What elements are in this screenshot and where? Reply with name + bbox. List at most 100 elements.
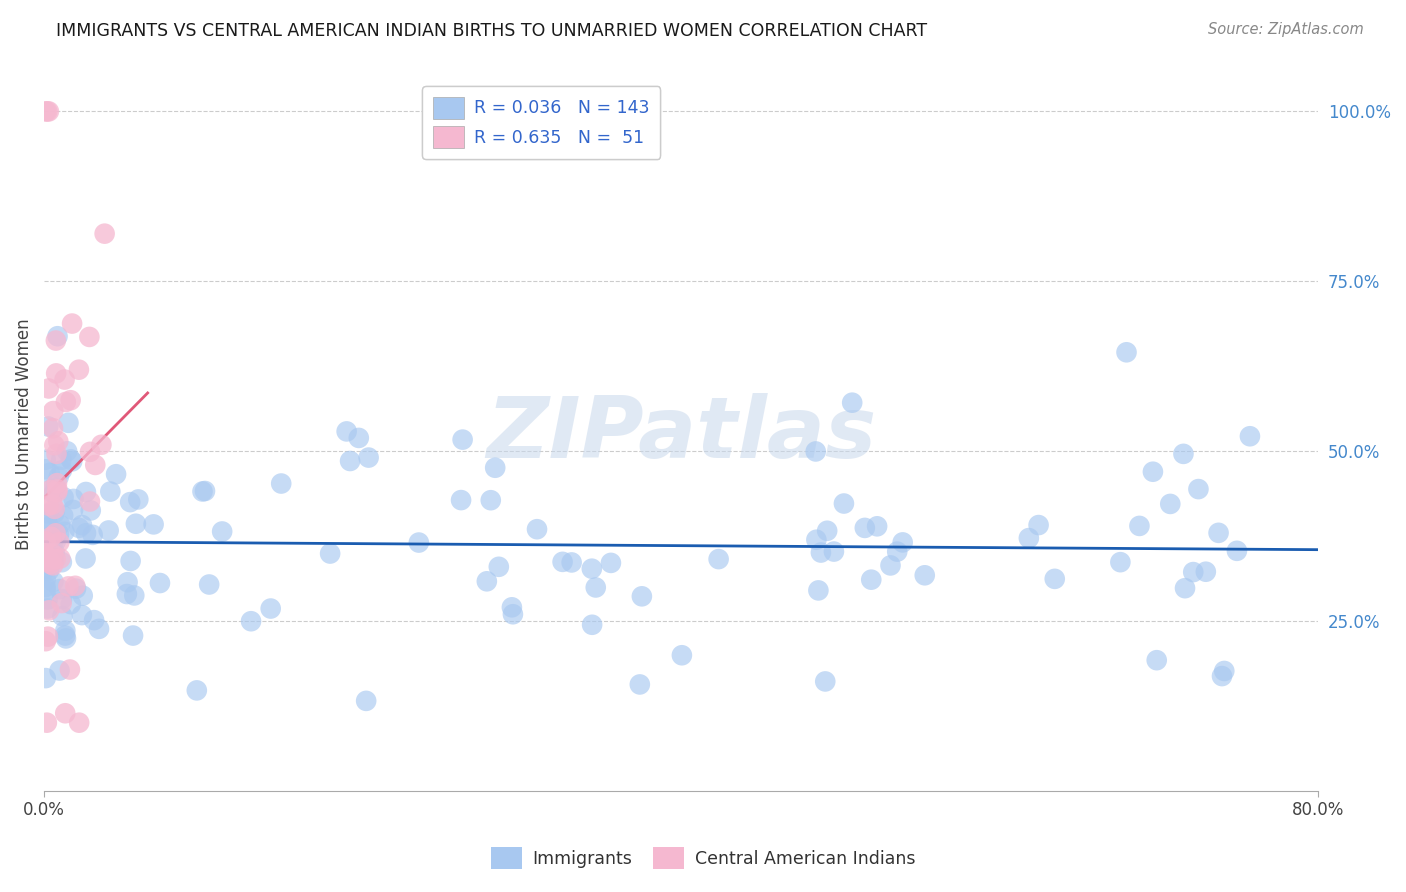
Point	[115, 587, 138, 601]
Point	[35, 104, 58, 119]
Point	[37, 104, 59, 119]
Point	[48, 664, 70, 678]
Point	[42, 547, 65, 561]
Point	[48, 469, 70, 483]
Point	[1173, 447, 1195, 461]
Y-axis label: Births to Unmarried Women: Births to Unmarried Women	[15, 318, 32, 549]
Point	[35, 583, 58, 598]
Point	[581, 562, 603, 576]
Point	[45, 526, 67, 541]
Point	[65, 582, 87, 596]
Point	[149, 576, 172, 591]
Point	[44, 481, 66, 495]
Point	[83, 613, 105, 627]
Point	[804, 444, 827, 458]
Point	[39, 554, 62, 568]
Point	[479, 493, 502, 508]
Point	[1128, 519, 1150, 533]
Point	[120, 554, 142, 568]
Point	[51, 555, 73, 569]
Point	[117, 575, 139, 590]
Point	[124, 589, 146, 603]
Point	[75, 551, 97, 566]
Point	[44, 438, 66, 452]
Point	[1174, 581, 1197, 595]
Point	[581, 617, 603, 632]
Point	[59, 452, 82, 467]
Point	[79, 445, 101, 459]
Point	[51, 609, 73, 624]
Point	[354, 694, 377, 708]
Point	[585, 581, 607, 595]
Point	[502, 607, 524, 622]
Point	[82, 528, 104, 542]
Point	[51, 463, 73, 477]
Point	[38, 466, 60, 480]
Point	[35, 715, 58, 730]
Point	[53, 628, 76, 642]
Point	[35, 634, 58, 648]
Point	[38, 564, 60, 578]
Point	[59, 663, 82, 677]
Point	[42, 404, 65, 418]
Point	[484, 460, 506, 475]
Point	[38, 104, 60, 119]
Point	[34, 534, 56, 549]
Point	[35, 521, 58, 535]
Point	[48, 535, 70, 549]
Point	[79, 494, 101, 508]
Point	[600, 556, 623, 570]
Point	[319, 547, 342, 561]
Point	[1018, 531, 1040, 545]
Point	[56, 444, 79, 458]
Point	[58, 579, 80, 593]
Point	[42, 552, 65, 566]
Point	[48, 582, 70, 596]
Point	[475, 574, 498, 589]
Point	[53, 624, 76, 638]
Point	[450, 493, 472, 508]
Point	[37, 592, 59, 607]
Point	[59, 597, 82, 611]
Point	[914, 568, 936, 582]
Point	[860, 573, 883, 587]
Point	[37, 499, 59, 513]
Point	[1239, 429, 1261, 443]
Point	[59, 393, 82, 408]
Point	[1195, 565, 1218, 579]
Point	[35, 512, 58, 526]
Point	[53, 524, 76, 539]
Point	[35, 580, 58, 594]
Point	[671, 648, 693, 663]
Point	[122, 629, 145, 643]
Point	[1159, 497, 1181, 511]
Legend: Immigrants, Central American Indians: Immigrants, Central American Indians	[484, 840, 922, 876]
Point	[42, 558, 65, 573]
Point	[336, 425, 359, 439]
Point	[37, 419, 59, 434]
Point	[35, 671, 58, 685]
Point	[72, 589, 94, 603]
Point	[408, 535, 430, 549]
Point	[44, 506, 66, 520]
Point	[1115, 345, 1137, 359]
Point	[45, 552, 67, 566]
Point	[34, 549, 56, 564]
Point	[1208, 525, 1230, 540]
Point	[1109, 555, 1132, 569]
Point	[79, 330, 101, 344]
Point	[60, 454, 83, 468]
Point	[87, 622, 110, 636]
Point	[44, 546, 66, 560]
Point	[1211, 669, 1233, 683]
Point	[49, 517, 72, 532]
Point	[42, 535, 65, 549]
Point	[260, 601, 283, 615]
Point	[120, 495, 142, 509]
Point	[339, 454, 361, 468]
Point	[526, 522, 548, 536]
Point	[53, 706, 76, 721]
Point	[1146, 653, 1168, 667]
Point	[70, 608, 93, 623]
Point	[45, 334, 67, 348]
